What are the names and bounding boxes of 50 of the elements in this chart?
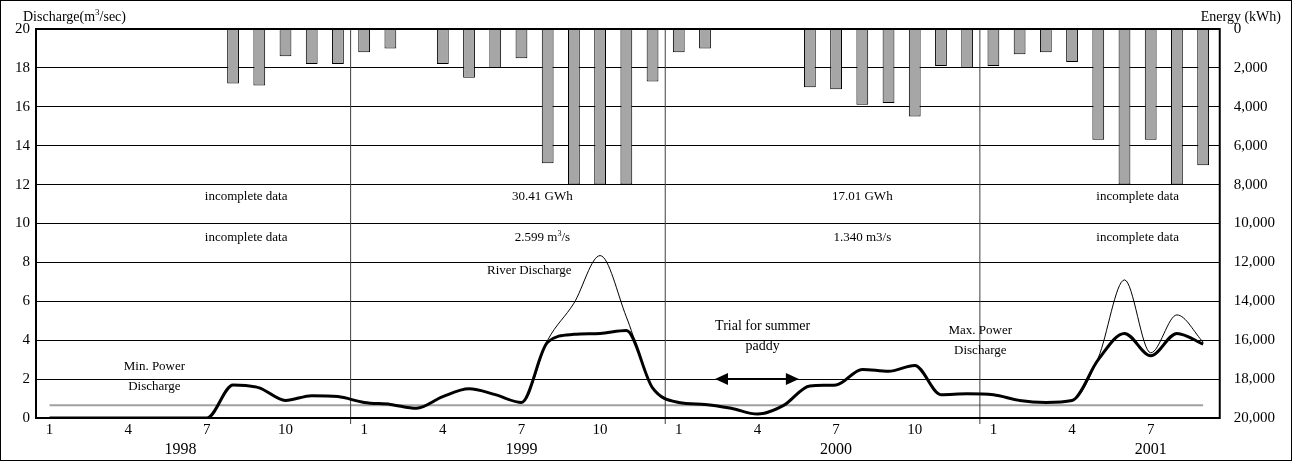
y-tick-label: 2 (22, 370, 30, 387)
y-tick-label: 0 (22, 408, 30, 425)
text: 2001 (1134, 440, 1167, 457)
x-tick-label: 1 (360, 420, 368, 437)
y-tick-label: 10 (15, 214, 30, 231)
x-tick-label: 4 (439, 420, 448, 437)
y-tick-label: 12 (15, 175, 30, 192)
y-tick-label: 8 (22, 253, 30, 270)
y2-tick-label: 10,000 (1233, 214, 1275, 231)
x-tick-label: 4 (124, 420, 133, 437)
y-tick-label: 4 (22, 331, 31, 348)
y2-tick-label: 8,000 (1233, 175, 1268, 192)
y2-tick-label: 18,000 (1233, 370, 1275, 387)
annotation: incomplete data (204, 229, 288, 245)
x-tick-label: 1 (45, 420, 54, 437)
y-tick-label: 18 (15, 58, 30, 75)
y2-tick-label: 6,000 (1233, 136, 1268, 153)
y-tick-label: 16 (15, 97, 31, 114)
annotation: 30.41 GWh (512, 188, 574, 204)
x-tick-label: 7 (832, 420, 841, 437)
text: 1998 (164, 440, 197, 457)
y2-tick-label: 2,000 (1233, 58, 1268, 75)
x-tick-label: 4 (1068, 420, 1077, 437)
y2-tick-label: 4,000 (1233, 97, 1268, 114)
x-tick-label: 10 (278, 420, 293, 437)
text: 1999 (505, 440, 538, 457)
y2-tick-label: 20,000 (1233, 408, 1275, 425)
x-tick-label: 7 (1146, 420, 1155, 437)
annotation: incomplete data (1096, 229, 1180, 245)
annotation: Trial for summer paddy (715, 318, 811, 354)
annotation: River Discharge (487, 262, 572, 278)
x-tick-label: 7 (517, 420, 526, 437)
x-tick-label: 1 (675, 420, 683, 437)
annotation: 17.01 GWh (831, 188, 894, 204)
y2-tick-label: 14,000 (1233, 292, 1275, 309)
y2-tick-label: 12,000 (1233, 253, 1275, 270)
x-tick-label: 4 (753, 420, 762, 437)
x-tick-label: 10 (592, 420, 608, 437)
y2-tick-label: 16,000 (1233, 331, 1275, 348)
annotation: Max. Power Discharge (948, 322, 1013, 358)
y-tick-label: 6 (22, 292, 31, 309)
annotation: Min. Power Discharge (123, 358, 186, 394)
y-tick-label: 14 (15, 136, 31, 153)
annotation: incomplete data (1096, 188, 1180, 204)
x-tick-label: 7 (203, 420, 212, 437)
x-tick-label: 10 (907, 420, 923, 437)
annotation: incomplete data (204, 188, 288, 204)
text: 2000 (820, 440, 853, 457)
annotation: 1.340 m3/s (833, 229, 892, 245)
x-tick-label: 1 (989, 420, 998, 437)
